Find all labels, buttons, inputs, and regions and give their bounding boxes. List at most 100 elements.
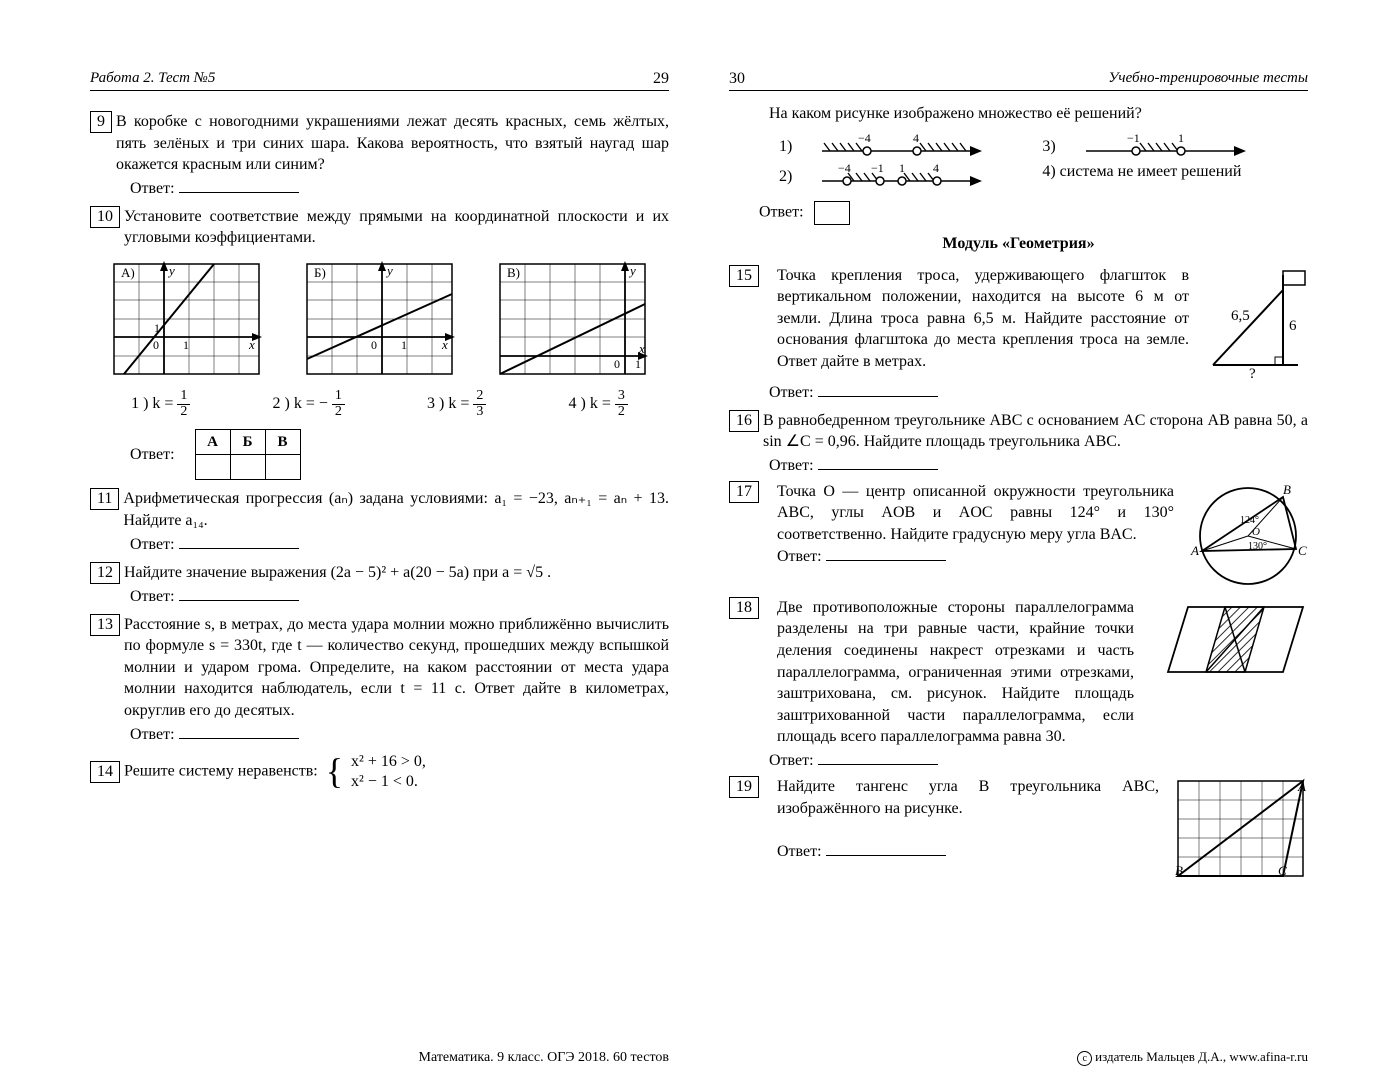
flagpole-figure-icon: 6,5 6 ? (1203, 265, 1308, 380)
qnum-16: 16 (729, 410, 759, 432)
q14-continuation: На каком рисунке изображено множество её… (729, 103, 1308, 125)
svg-text:y: y (167, 263, 175, 278)
q17-text: Точка O — центр описанной окружности тре… (777, 483, 1174, 543)
qnum-13: 13 (90, 614, 120, 636)
svg-text:4: 4 (913, 133, 919, 145)
qnum-11: 11 (90, 488, 119, 510)
svg-text:0: 0 (614, 357, 620, 371)
q16-text: В равнобедренном треугольнике ABC с осно… (763, 410, 1308, 453)
svg-text:y: y (385, 263, 393, 278)
graph-a: А) y 0 1 1 x (109, 259, 264, 379)
svg-text:C: C (1298, 543, 1307, 558)
svg-text:?: ? (1249, 366, 1256, 380)
question-18: 18 Две противоположные стороны параллело… (729, 597, 1308, 748)
number-line-3-icon: −1 1 (1086, 133, 1246, 161)
q9-text: В коробке с новогодними украшениями лежа… (116, 111, 669, 176)
svg-text:0: 0 (371, 338, 377, 352)
svg-text:В): В) (507, 265, 520, 280)
svg-text:−4: −4 (838, 163, 851, 175)
q10-text: Установите соответствие между прямыми на… (124, 206, 669, 249)
question-13: 13 Расстояние s, в метрах, до места удар… (90, 614, 669, 722)
svg-text:x: x (441, 337, 448, 352)
svg-text:4: 4 (933, 163, 939, 175)
q14-answer: Ответ: (729, 201, 1308, 225)
q13-answer: Ответ: (90, 726, 669, 744)
header-title: Учебно-тренировочные тесты (1108, 70, 1308, 88)
footer-right: cиздатель Мальцев Д.А., www.afina-r.ru (1077, 1049, 1308, 1066)
q10-answer-table: Ответ: АБВ (90, 429, 669, 480)
question-12: 12 Найдите значение выражения (2a − 5)² … (90, 562, 669, 584)
question-9: 9 В коробке с новогодними украшениями ле… (90, 111, 669, 176)
nl-option-4: 4) система не имеет решений (1042, 163, 1245, 181)
svg-text:1: 1 (154, 321, 160, 335)
svg-text:6,5: 6,5 (1231, 308, 1250, 324)
svg-text:B: B (1175, 863, 1183, 878)
parallelogram-figure-icon (1148, 597, 1308, 687)
svg-text:C: C (1278, 863, 1287, 878)
q13-text: Расстояние s, в метрах, до места удара м… (124, 614, 669, 722)
svg-text:124°: 124° (1240, 515, 1259, 526)
qnum-17: 17 (729, 481, 759, 503)
q9-answer: Ответ: (90, 180, 669, 198)
svg-text:130°: 130° (1248, 541, 1267, 552)
svg-text:x: x (248, 337, 255, 352)
q15-answer: Ответ: (729, 384, 1308, 402)
nl-option-2: 2) −4 −1 1 (779, 163, 982, 191)
svg-text:−1: −1 (871, 163, 884, 175)
question-16: 16 В равнобедренном треугольнике ABC с о… (729, 410, 1308, 453)
q16-answer: Ответ: (729, 457, 1308, 475)
page-29: Работа 2. Тест №5 29 9 В коробке с новог… (60, 70, 699, 1040)
qnum-12: 12 (90, 562, 120, 584)
question-10: 10 Установите соответствие между прямыми… (90, 206, 669, 249)
q18-answer: Ответ: (729, 752, 1308, 770)
svg-text:B: B (1283, 482, 1291, 497)
svg-text:O: O (1252, 526, 1260, 538)
q19-text: Найдите тангенс угла B треугольника ABC,… (777, 778, 1159, 817)
number-line-2-icon: −4 −1 1 4 (822, 163, 982, 191)
graph-c: В) y 0 1 x (495, 259, 650, 379)
q11-text: Арифметическая прогрессия (aₙ) задана ус… (123, 488, 669, 531)
nl-option-3: 3) −1 1 (1042, 133, 1245, 161)
qnum-18: 18 (729, 597, 759, 619)
svg-text:1: 1 (635, 357, 641, 371)
svg-text:А): А) (121, 265, 135, 280)
svg-text:y: y (628, 263, 636, 278)
q10-options: 1 ) k = 12 2 ) k = − 12 3 ) k = 23 4 ) k… (90, 389, 669, 419)
q10-graphs: А) y 0 1 1 x (90, 259, 669, 379)
qnum-10: 10 (90, 206, 120, 228)
header-title: Работа 2. Тест №5 (90, 70, 215, 88)
q11-answer: Ответ: (90, 536, 669, 554)
graph-b: Б) y 0 1 x (302, 259, 457, 379)
svg-text:1: 1 (183, 338, 189, 352)
question-14: 14 Решите систему неравенств: { x² + 16 … (90, 752, 669, 792)
svg-text:Б): Б) (314, 265, 326, 280)
svg-text:1: 1 (401, 338, 407, 352)
question-15: 15 Точка крепления троса, удерживающего … (729, 265, 1308, 380)
question-11: 11 Арифметическая прогрессия (aₙ) задана… (90, 488, 669, 531)
question-17: 17 Точка O — центр описанной окружности … (729, 481, 1308, 591)
qnum-15: 15 (729, 265, 759, 287)
nl-option-1: 1) −4 4 (779, 133, 982, 161)
svg-text:−1: −1 (1127, 133, 1140, 145)
svg-text:6: 6 (1289, 318, 1297, 334)
qnum-19: 19 (729, 776, 759, 798)
page-number: 29 (653, 70, 669, 88)
circumcircle-figure-icon: 124° 130° A B C O (1188, 481, 1308, 591)
page-number: 30 (729, 70, 745, 88)
svg-text:x: x (638, 341, 645, 356)
q12-text: Найдите значение выражения (2a − 5)² + a… (124, 562, 551, 584)
svg-text:0: 0 (153, 338, 159, 352)
question-19: 19 Найдите тангенс угла B треугольника A… (729, 776, 1308, 881)
svg-text:A: A (1190, 543, 1199, 558)
svg-text:A: A (1297, 779, 1306, 794)
footer-left: Математика. 9 класс. ОГЭ 2018. 60 тестов (419, 1050, 669, 1066)
qnum-14: 14 (90, 761, 120, 783)
svg-text:−4: −4 (858, 133, 871, 145)
svg-text:1: 1 (1178, 133, 1184, 145)
grid-triangle-figure-icon: A B C (1173, 776, 1308, 881)
q12-answer: Ответ: (90, 588, 669, 606)
page-header-right: 30 Учебно-тренировочные тесты (729, 70, 1308, 91)
qnum-9: 9 (90, 111, 112, 133)
page-30: 30 Учебно-тренировочные тесты На каком р… (699, 70, 1338, 1040)
q18-text: Две противоположные стороны параллелогра… (777, 597, 1134, 748)
